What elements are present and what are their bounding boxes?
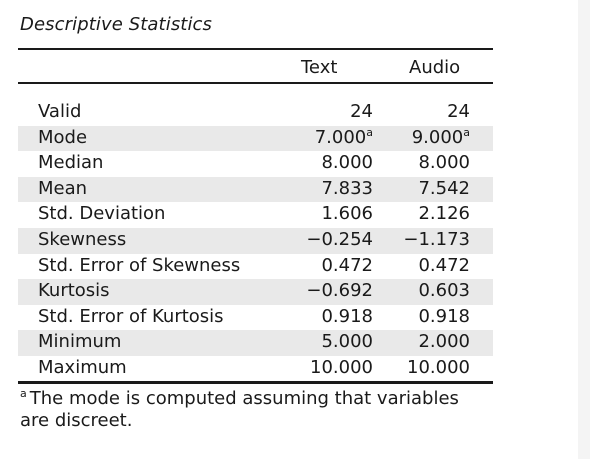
table-row: Median 8.000 8.000	[18, 151, 493, 177]
row-label: Mode	[38, 126, 88, 148]
cell-audio: 0.603	[350, 280, 470, 301]
cell-value: 7.542	[418, 177, 470, 199]
row-label: Kurtosis	[38, 280, 110, 302]
table-title: Descriptive Statistics	[20, 14, 213, 35]
header-rule	[18, 82, 493, 84]
row-label: Skewness	[38, 228, 127, 250]
cell-text: 0.472	[253, 255, 373, 276]
table-row: Mean 7.833 7.542	[18, 176, 493, 203]
cell-text: 1.606	[253, 203, 373, 224]
cell-value: 9.000	[411, 126, 464, 148]
row-label: Std. Deviation	[38, 203, 166, 225]
cell-text: 7.000a	[253, 127, 373, 148]
row-label: Valid	[38, 101, 82, 122]
table-row: Valid 24 24	[18, 100, 493, 126]
cell-audio: 8.000	[350, 152, 470, 173]
footnote-marker: a	[20, 387, 27, 400]
row-label: Median	[38, 152, 104, 174]
cell-value: 0.918	[321, 305, 373, 327]
table-footnote: a The mode is computed assuming that vari…	[20, 388, 490, 432]
cell-value: 0.603	[418, 280, 470, 302]
cell-value: 0.918	[418, 305, 470, 327]
cell-value: 7.833	[321, 177, 373, 199]
table-row: Skewness −0.254 −1.173	[18, 227, 493, 254]
cell-value: 0.472	[321, 254, 373, 276]
cell-audio: 2.126	[350, 203, 470, 224]
cell-audio: 0.918	[350, 306, 470, 327]
cell-value: 7.000	[314, 126, 367, 148]
footnote-marker: a	[463, 125, 470, 139]
cell-value: 2.126	[418, 203, 470, 225]
table-row: Maximum 10.000 10.000	[18, 356, 493, 382]
cell-text: 24	[253, 101, 373, 122]
footnote-marker: a	[366, 125, 373, 139]
cell-value: 10.000	[310, 356, 373, 378]
top-rule	[18, 48, 493, 50]
cell-value: 24	[447, 101, 470, 122]
cell-value: 24	[350, 101, 373, 122]
cell-audio: 10.000	[350, 357, 470, 378]
table-row: Std. Deviation 1.606 2.126	[18, 202, 493, 228]
cell-value: 8.000	[321, 152, 373, 174]
row-label: Minimum	[38, 331, 122, 353]
cell-value: −0.254	[306, 228, 373, 250]
cell-text: −0.692	[253, 280, 373, 301]
row-label: Maximum	[38, 356, 127, 378]
cell-text: −0.254	[253, 229, 373, 250]
cell-value: 5.000	[321, 331, 373, 353]
table-row: Std. Error of Kurtosis 0.918 0.918	[18, 305, 493, 331]
row-label: Std. Error of Skewness	[38, 254, 241, 276]
table-row: Minimum 5.000 2.000	[18, 330, 493, 356]
cell-value: 0.472	[418, 254, 470, 276]
cell-value: 2.000	[418, 331, 470, 353]
cell-audio: 9.000a	[350, 127, 470, 148]
table-row: Std. Error of Skewness 0.472 0.472	[18, 254, 493, 280]
cell-value: 8.000	[418, 152, 470, 174]
cell-value: −1.173	[403, 228, 470, 250]
table-row: Mode 7.000a 9.000a	[18, 125, 493, 152]
row-label: Mean	[38, 177, 88, 199]
cell-audio: 0.472	[350, 255, 470, 276]
statistics-table-body: Valid 24 24 Mode 7.000a 9.000a Median 8.000 8.00…	[18, 100, 493, 382]
cell-audio: 7.542	[350, 178, 470, 199]
cell-value: 10.000	[407, 356, 470, 378]
cell-audio: −1.173	[350, 229, 470, 250]
cell-text: 10.000	[253, 357, 373, 378]
row-label: Std. Error of Kurtosis	[38, 305, 224, 327]
bottom-rule	[18, 381, 493, 384]
cell-text: 0.918	[253, 306, 373, 327]
cell-value: −0.692	[306, 280, 373, 302]
cell-value: 1.606	[321, 203, 373, 225]
table-row: Kurtosis −0.692 0.603	[18, 279, 493, 305]
cell-text: 7.833	[253, 178, 373, 199]
column-header-audio: Audio	[409, 57, 461, 78]
cell-text: 8.000	[253, 152, 373, 173]
cell-text: 5.000	[253, 331, 373, 352]
column-header-text: Text	[301, 57, 338, 78]
footnote-text: The mode is computed assuming that varia…	[20, 388, 459, 431]
cell-audio: 24	[350, 101, 470, 122]
cell-audio: 2.000	[350, 331, 470, 352]
right-margin-band	[578, 0, 590, 459]
